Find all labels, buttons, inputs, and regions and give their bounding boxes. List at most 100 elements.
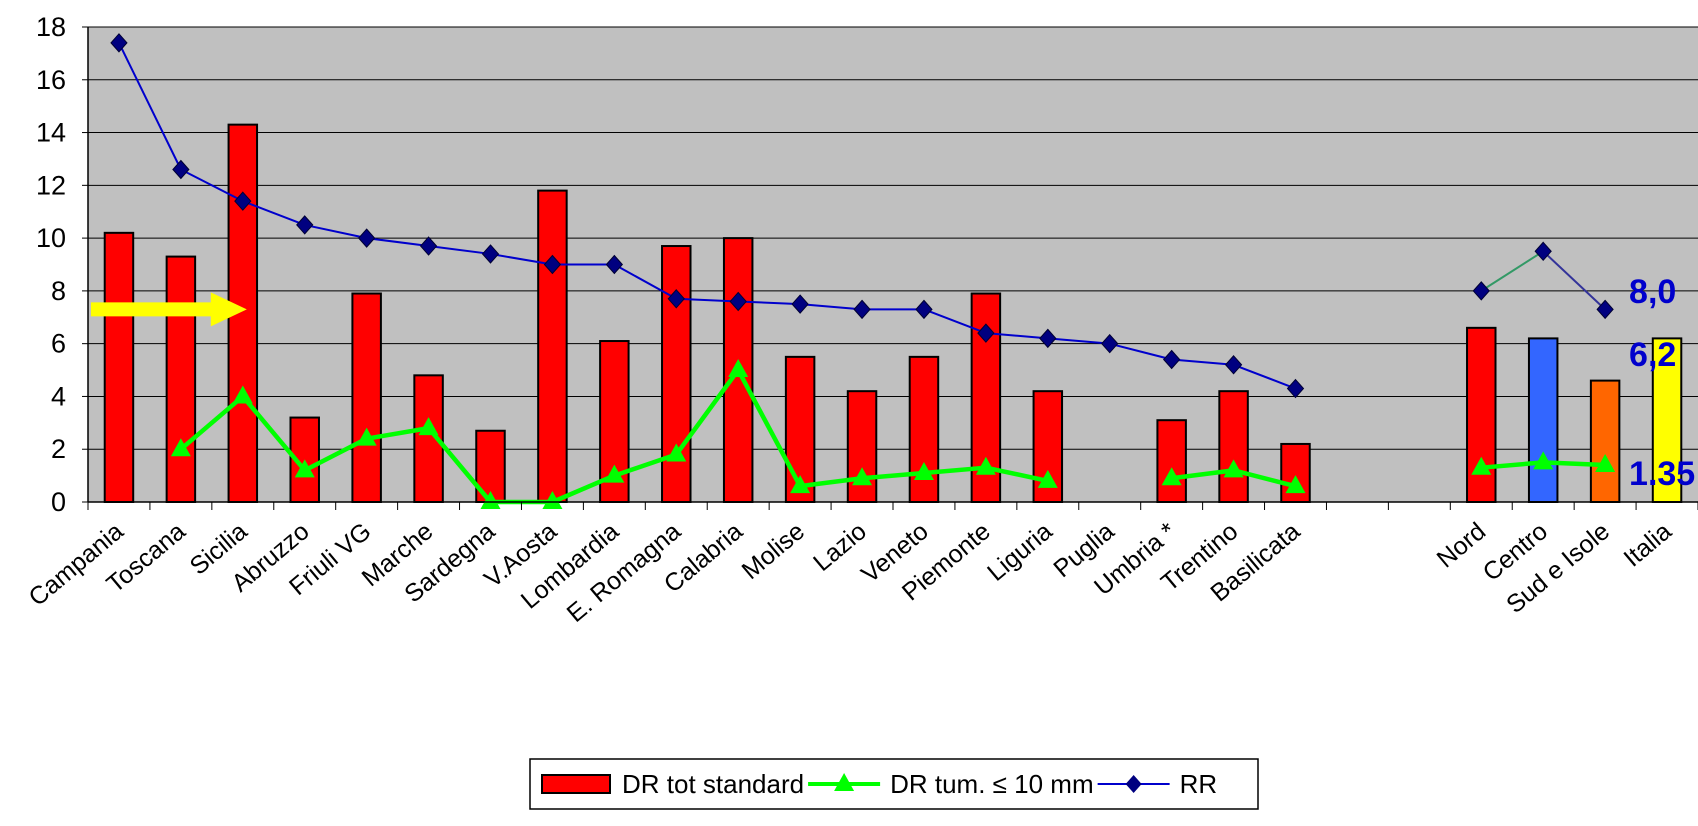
series-line-segment [800,303,863,311]
diamond-marker [853,299,871,320]
series-line-segment [241,394,307,472]
diamond-marker [296,215,314,235]
series-line-segment [179,394,245,451]
y-tick-label: 12 [36,170,66,200]
triangle-marker [975,456,996,475]
y-tick-label: 8 [51,276,66,306]
diamond-marker [1162,349,1181,370]
series-line-segment [242,200,306,226]
bar [351,292,382,503]
bar [1527,337,1559,503]
series-line-segment [1480,250,1544,292]
triangle-marker [480,491,501,509]
triangle-marker [666,443,687,462]
series-line-segment [1233,363,1296,390]
legend-label: DR tot standard [622,769,804,799]
series-line-segment [1047,337,1110,345]
diamond-marker [1596,299,1614,320]
series-line-segment [613,452,677,478]
plot-area [88,27,1698,502]
series-line-segment [180,168,244,203]
diamond-marker [234,191,252,211]
series-line-segment [1481,460,1544,470]
series-line-segment [428,245,491,255]
triangle-marker [913,461,934,480]
diamond-marker [1534,241,1552,262]
bar [846,390,878,503]
triangle-marker [1037,469,1058,488]
series-line-segment [676,297,739,303]
series-line-segment [1109,342,1172,361]
series-line-segment [738,300,801,306]
x-tick-label: Molise [737,517,810,585]
triangle-marker [1285,475,1306,494]
legend-marker [834,773,855,791]
x-tick-label: Italia [1618,517,1677,572]
series-line-segment [490,252,553,266]
series-line-segment [985,332,1048,340]
legend-swatch [541,774,611,794]
bar [908,355,940,503]
y-tick-label: 4 [51,381,66,411]
series-line-segment [1171,468,1234,481]
value-annotation: 6,2 [1629,336,1676,374]
y-tick-label: 14 [36,118,66,148]
diamond-marker [977,323,995,343]
bar [1589,379,1621,503]
series-line-segment [118,42,182,170]
series-line-segment [736,368,803,488]
series-line-segment [1543,460,1606,468]
diamond-marker [110,33,128,53]
triangle-marker [852,467,873,486]
legend-label: DR tum. ≤ 10 mm [890,769,1094,799]
y-tick-label: 16 [36,65,66,95]
series-line-segment [1233,468,1297,489]
diamond-marker [481,244,500,264]
triangle-marker [728,359,749,378]
diamond-marker [1101,333,1119,354]
series-line-segment [923,465,987,476]
x-tick-label: Campania [24,517,129,612]
bar [1156,419,1187,504]
value-annotation: 8,0 [1629,273,1676,311]
triangle-marker [542,491,563,509]
triangle-marker [170,438,191,457]
series-line-segment [674,368,741,456]
legend-label: RR [1180,769,1218,799]
triangle-marker [356,427,377,446]
diamond-marker [729,291,747,312]
series-line-segment [304,223,367,240]
series-line-segment [613,263,677,300]
triangle-marker [294,459,315,478]
y-tick-label: 18 [36,12,66,42]
triangle-marker [418,417,439,436]
bar [165,255,197,504]
diamond-marker [357,228,376,248]
bar [1466,326,1497,504]
line-series [110,33,1616,509]
series-line-segment [551,473,616,505]
bar [1218,390,1249,503]
series-line-segment [303,436,368,473]
value-annotation: 1.35 [1629,455,1695,493]
series-line-segment [1171,358,1234,366]
bar [537,189,568,503]
diamond-marker [605,254,624,275]
triangle-marker [604,464,625,483]
arrow-head [210,292,247,327]
triangle-marker [1161,467,1182,486]
diamond-marker [1286,378,1305,399]
triangle-marker [790,475,811,494]
series-line-segment [799,476,863,489]
bar [103,231,135,503]
diamond-marker [915,299,933,320]
diamond-marker [791,294,809,314]
triangle-marker [1595,454,1616,473]
y-tick-label: 6 [51,329,66,359]
arrow-shaft [90,302,215,317]
series-line-segment [923,308,987,335]
series-line-segment [426,426,493,504]
legend-marker [1125,775,1142,793]
diamond-marker [419,236,438,256]
